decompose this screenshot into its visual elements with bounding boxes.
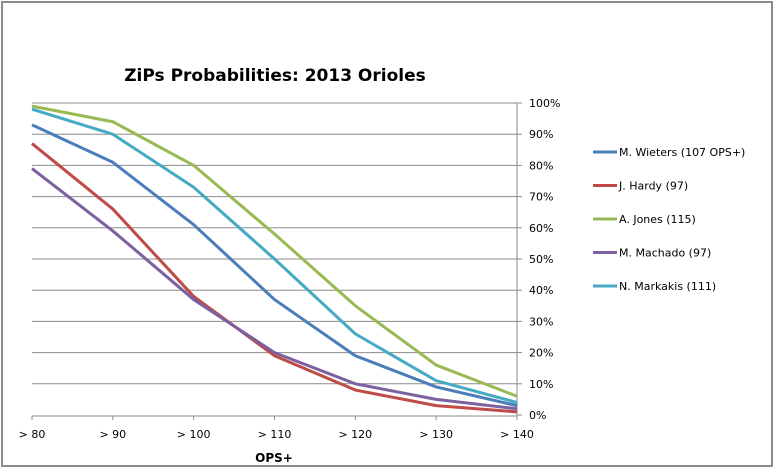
x-tick-label: > 110	[258, 428, 292, 441]
y-tick-label: 90%	[529, 128, 553, 141]
legend-item: J. Hardy (97)	[593, 180, 688, 193]
legend-label: M. Machado (97)	[619, 247, 711, 260]
x-axis-title: OPS+	[255, 451, 293, 465]
series-line-0	[31, 123, 518, 408]
series-lines	[31, 104, 518, 414]
gridlines	[32, 102, 517, 385]
series-line-1	[31, 142, 518, 414]
legend-label: M. Wieters (107 OPS+)	[619, 146, 745, 159]
legend-item: M. Wieters (107 OPS+)	[593, 146, 745, 159]
legend-label: J. Hardy (97)	[618, 180, 688, 193]
y-tick-label: 80%	[529, 159, 553, 172]
x-tick-label: > 90	[99, 428, 126, 441]
legend-label: A. Jones (115)	[619, 213, 696, 226]
legend-item: M. Machado (97)	[593, 247, 711, 260]
x-tick-label: > 80	[19, 428, 46, 441]
y-tick-label: 70%	[529, 191, 553, 204]
y-tick-label: 30%	[529, 315, 553, 328]
legend-item: A. Jones (115)	[593, 213, 696, 226]
series-line-4	[31, 107, 518, 404]
y-tick-label: 50%	[529, 253, 553, 266]
y-tick-label: 60%	[529, 222, 553, 235]
y-tick-label: 100%	[529, 97, 560, 110]
x-tick-label: > 130	[419, 428, 453, 441]
x-tick-label: > 100	[177, 428, 211, 441]
y-axis: 0% 10% 20% 30% 40% 50% 60% 70% 80% 90% 100%	[516, 97, 560, 422]
legend-item: N. Markakis (111)	[593, 280, 716, 293]
legend: M. Wieters (107 OPS+) J. Hardy (97) A. Jon…	[593, 146, 745, 293]
y-tick-label: 40%	[529, 284, 553, 297]
y-tick-label: 0%	[529, 409, 546, 422]
x-axis: > 80 > 90 > 100 > 110 > 120 > 130 > 140	[19, 415, 534, 441]
legend-label: N. Markakis (111)	[619, 280, 716, 293]
x-tick-label: > 140	[500, 428, 534, 441]
y-tick-label: 20%	[529, 347, 553, 360]
series-line-3	[31, 167, 518, 411]
x-tick-label: > 120	[338, 428, 372, 441]
chart-title: ZiPs Probabilities: 2013 Orioles	[124, 66, 426, 86]
y-tick-label: 10%	[529, 378, 553, 391]
